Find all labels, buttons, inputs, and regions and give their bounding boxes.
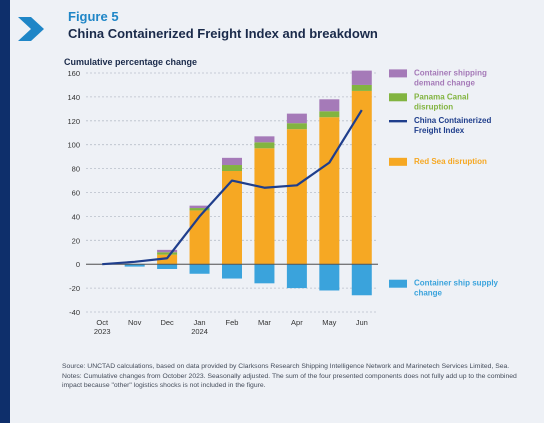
bar-panama-6 — [286, 123, 307, 130]
index-line — [102, 109, 363, 266]
bar-red_sea-8 — [351, 90, 372, 265]
bar-demand-6 — [286, 113, 307, 124]
bar-supply-7 — [319, 264, 340, 291]
bar-panama-2 — [157, 252, 178, 255]
bar-supply-2 — [157, 264, 178, 269]
x-tick-label-7: May — [322, 318, 336, 327]
source-note: Source: UNCTAD calculations, based on da… — [62, 363, 510, 370]
y-tick-label-0: -40 — [69, 308, 80, 317]
bar-supply-1 — [124, 264, 145, 267]
legend-swatch-4 — [389, 279, 407, 288]
chevron-right-icon — [18, 17, 44, 41]
method-note: Notes: Cumulative changes from October 2… — [62, 373, 517, 389]
legend-label-0-1: demand change — [414, 78, 475, 87]
figure-label: Figure 5 — [68, 9, 119, 24]
legend-label-0-0: Container shipping — [414, 68, 487, 77]
x-tick-label-4: Feb — [226, 318, 239, 327]
x-tick-year-3: 2024 — [191, 327, 208, 336]
x-tick-label-5: Mar — [258, 318, 271, 327]
legend-label-1-1: disruption — [414, 102, 453, 111]
y-tick-label-10: 160 — [67, 69, 80, 78]
bar-red_sea-4 — [222, 170, 242, 265]
bar-panama-5 — [254, 142, 275, 149]
y-tick-label-4: 40 — [72, 212, 80, 221]
figure-notes: Source: UNCTAD calculations, based on da… — [62, 362, 532, 391]
x-tick-label-3: Jan — [194, 318, 206, 327]
x-tick-label-2: Dec — [160, 318, 174, 327]
bar-panama-8 — [351, 84, 372, 91]
y-tick-label-1: -20 — [69, 284, 80, 293]
x-tick-label-1: Nov — [128, 318, 142, 327]
bar-panama-3 — [189, 208, 210, 211]
y-tick-label-6: 80 — [72, 165, 80, 174]
y-tick-label-8: 120 — [67, 117, 80, 126]
bar-demand-8 — [351, 70, 372, 85]
y-tick-label-7: 100 — [67, 141, 80, 150]
bar-red_sea-2 — [157, 254, 178, 265]
x-tick-year-0: 2023 — [94, 327, 111, 336]
y-tick-label-9: 140 — [67, 93, 80, 102]
legend-label-4-1: change — [414, 289, 443, 298]
bar-red_sea-3 — [189, 210, 210, 265]
legend-label-2-1: Freight Index — [414, 126, 465, 135]
y-tick-label-5: 60 — [72, 189, 80, 198]
bar-supply-8 — [351, 264, 372, 296]
legend-swatch-1 — [389, 93, 407, 102]
side-accent-bar — [0, 0, 10, 423]
x-tick-label-6: Apr — [291, 318, 303, 327]
bar-demand-3 — [189, 205, 210, 209]
legend-swatch-0 — [389, 69, 407, 78]
bar-demand-4 — [222, 157, 242, 166]
bar-supply-5 — [254, 264, 275, 284]
y-axis-title: Cumulative percentage change — [64, 57, 198, 67]
bar-supply-6 — [286, 264, 307, 289]
legend-label-2-0: China Containerized — [414, 116, 491, 125]
x-tick-label-0: Oct — [96, 318, 109, 327]
legend-swatch-3 — [389, 157, 407, 166]
bar-demand-7 — [319, 99, 340, 112]
bar-panama-4 — [222, 165, 242, 171]
bar-panama-7 — [319, 111, 340, 118]
bar-supply-3 — [189, 264, 210, 274]
legend-label-1-0: Panama Canal — [414, 92, 469, 101]
x-tick-label-8: Jun — [356, 318, 368, 327]
legend-label-4-0: Container ship supply — [414, 279, 499, 288]
bar-red_sea-5 — [254, 148, 275, 265]
bar-red_sea-6 — [286, 129, 307, 265]
bar-demand-2 — [157, 249, 178, 253]
bar-supply-4 — [222, 264, 242, 279]
bar-demand-5 — [254, 136, 275, 143]
bar-red_sea-7 — [319, 117, 340, 265]
y-tick-label-2: 0 — [76, 260, 80, 269]
legend-label-3-0: Red Sea disruption — [414, 157, 487, 166]
y-tick-label-3: 20 — [72, 236, 80, 245]
figure-title: China Containerized Freight Index and br… — [68, 26, 378, 41]
